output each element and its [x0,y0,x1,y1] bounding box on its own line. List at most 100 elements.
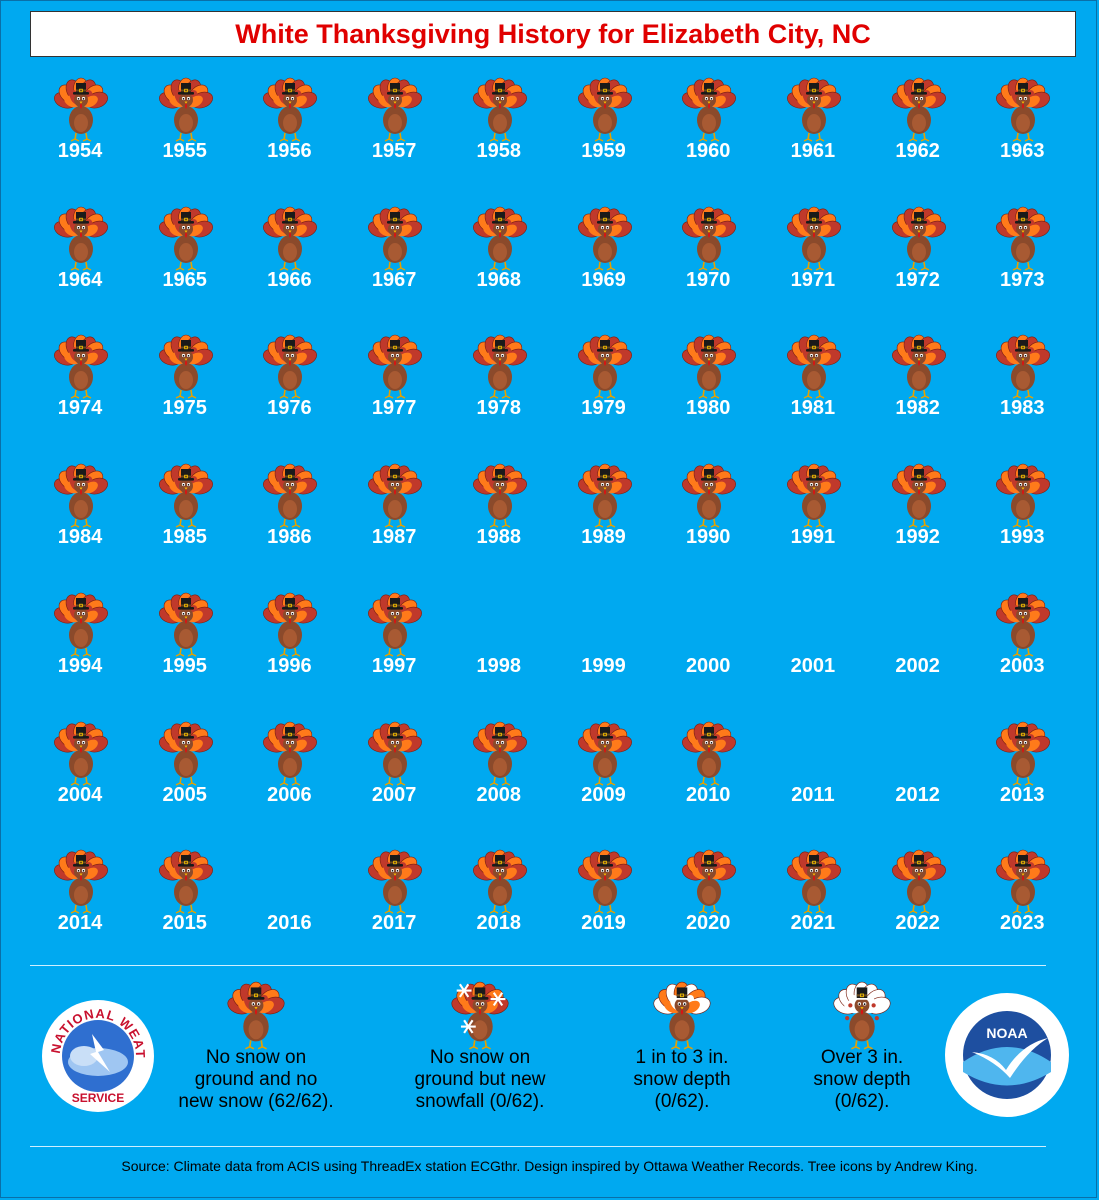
turkey-icon [54,720,108,788]
year-label: 2023 [1000,912,1045,935]
year-label: 1980 [685,397,731,420]
year-label: 1974 [57,397,103,420]
year-cell: 1982 [866,327,970,447]
year-cell: 1996 [237,585,341,705]
year-label: 1957 [371,140,417,162]
year-label: 1989 [581,526,626,549]
turkey-icon [786,462,841,530]
year-label: 1962 [895,140,940,162]
year-cell: 2006 [237,714,341,834]
year-label: 1958 [476,140,522,162]
turkey-icon [996,462,1051,530]
noaa-text: NOAA [986,1025,1027,1041]
year-label: 1996 [267,654,312,677]
year-cell: 1997 [342,585,446,705]
year-label: 1978 [476,397,522,420]
year-label: 1960 [685,140,731,162]
turkey-snowflakes-icon [451,980,509,1052]
year-cell: 1979 [552,327,656,447]
year-label: 2016 [267,912,312,935]
year-cell: 2005 [133,714,237,834]
year-label: 2003 [1000,654,1045,677]
year-label: 1961 [790,140,836,162]
turkey-icon [54,76,108,144]
year-cell: 1994 [28,585,132,705]
year-cell: 1987 [342,456,446,576]
turkey-icon [786,205,841,273]
turkey-icon [472,76,527,144]
year-cell: 1967 [342,199,446,319]
year-cell: 2021 [761,842,865,962]
year-cell: 1970 [656,199,760,319]
year-cell: 2018 [447,842,551,962]
turkey-icon [158,205,213,273]
divider-top [30,965,1046,966]
turkey-icon [54,205,108,273]
turkey-light-snow-icon [653,980,711,1052]
year-label: 2001 [790,654,836,677]
year-cell: 1977 [342,327,446,447]
year-label: 2011 [791,783,835,806]
turkey-icon [158,462,213,530]
turkey-icon [158,848,213,916]
turkey-icon [472,848,527,916]
turkey-icon [996,720,1051,788]
year-cell: 1969 [552,199,656,319]
legend-new-snowfall: No snow on ground but new snowfall (0/62… [380,975,580,1120]
year-label: 1983 [1000,397,1045,420]
year-cell: 2000 [656,585,760,705]
turkey-icon [891,462,946,530]
svg-text:SERVICE: SERVICE [72,1091,124,1105]
year-cell: 1999 [552,585,656,705]
turkey-icon [682,205,737,273]
turkey-icon [158,76,213,144]
year-cell: 1990 [656,456,760,576]
year-cell: 2015 [133,842,237,962]
year-cell: 2020 [656,842,760,962]
year-cell: 2003 [970,585,1074,705]
year-cell: 1973 [970,199,1074,319]
turkey-icon [158,591,213,659]
year-cell: 1954 [28,70,132,190]
year-cell: 1972 [866,199,970,319]
year-label: 2019 [581,912,626,935]
year-label: 1984 [57,526,103,549]
year-cell: 1985 [133,456,237,576]
year-cell: 1968 [447,199,551,319]
turkey-icon [891,333,946,401]
year-cell: 2016 [237,842,341,962]
turkey-icon [891,76,946,144]
year-label: 2020 [685,912,731,935]
turkey-icon [54,848,108,916]
title-box: White Thanksgiving History for Elizabeth… [30,11,1076,57]
year-label: 2005 [162,783,207,806]
turkey-icon [577,462,632,530]
year-cell: 2009 [552,714,656,834]
year-cell: 2012 [866,714,970,834]
year-label: 1998 [476,654,522,677]
year-label: 1999 [581,654,626,677]
year-cell: 1976 [237,327,341,447]
year-label: 2010 [685,783,731,806]
year-grid: 1954 1955 1956 1957 1958 1959 1960 1961 1962 1963… [28,70,1076,950]
turkey-icon [786,848,841,916]
year-cell: 1986 [237,456,341,576]
year-label: 1979 [581,397,626,420]
year-label: 1997 [371,654,417,677]
year-cell: 1974 [28,327,132,447]
year-label: 1972 [895,268,940,291]
turkey-icon [472,205,527,273]
turkey-icon [368,591,423,659]
year-cell: 1980 [656,327,760,447]
year-cell: 2004 [28,714,132,834]
turkey-icon [891,848,946,916]
year-cell: 1955 [133,70,237,190]
turkey-icon [682,333,737,401]
nws-logo: NATIONAL WEATHER SERVICE [35,986,156,1114]
year-cell: 1957 [342,70,446,190]
year-cell: 1991 [761,456,865,576]
year-label: 1995 [162,654,207,677]
turkey-icon [158,333,213,401]
year-cell: 1983 [970,327,1074,447]
turkey-icon [786,76,841,144]
